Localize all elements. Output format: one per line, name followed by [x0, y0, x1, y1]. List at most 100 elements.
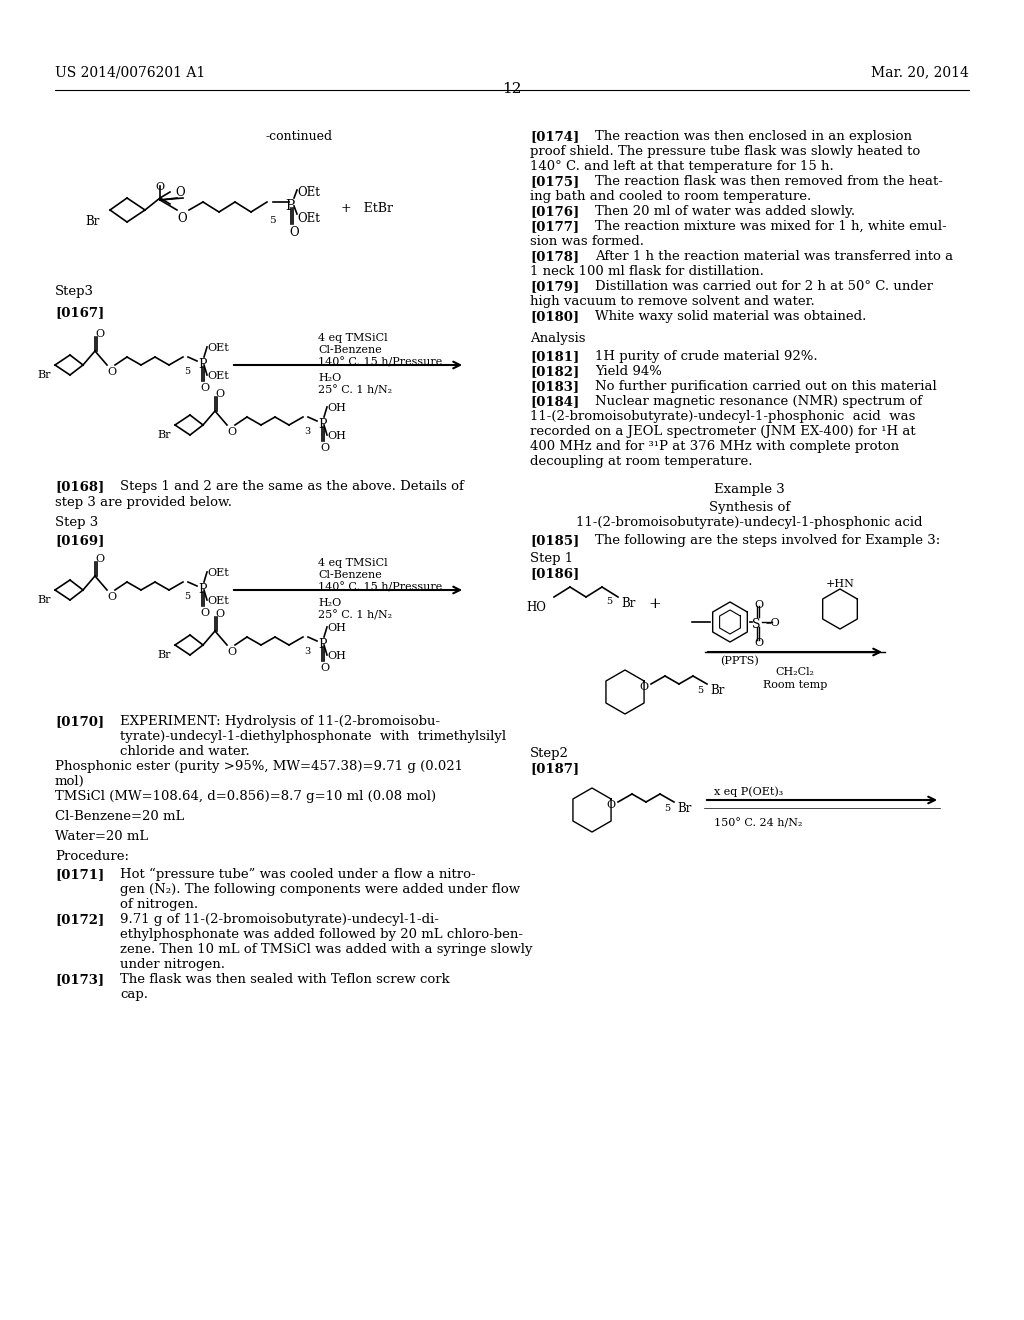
Text: Phosphonic ester (purity >95%, MW=457.38)=9.71 g (0.021: Phosphonic ester (purity >95%, MW=457.38…: [55, 760, 463, 774]
Text: Mar. 20, 2014: Mar. 20, 2014: [871, 65, 969, 79]
Text: White waxy solid material was obtained.: White waxy solid material was obtained.: [595, 310, 866, 323]
Text: +   EtBr: + EtBr: [341, 202, 393, 215]
Text: H₂O: H₂O: [318, 598, 341, 609]
Text: –O: –O: [766, 618, 780, 628]
Text: P: P: [285, 199, 294, 213]
Text: Br: Br: [157, 430, 171, 440]
Text: mol): mol): [55, 775, 85, 788]
Text: Cl-Benzene: Cl-Benzene: [318, 570, 382, 579]
Text: P: P: [198, 358, 207, 371]
Text: [0179]: [0179]: [530, 280, 580, 293]
Text: OEt: OEt: [207, 343, 228, 352]
Text: [0169]: [0169]: [55, 535, 104, 546]
Text: step 3 are provided below.: step 3 are provided below.: [55, 496, 232, 510]
Text: 140° C. 15 h/Pressure: 140° C. 15 h/Pressure: [318, 582, 442, 593]
Text: [0178]: [0178]: [530, 249, 580, 263]
Text: of nitrogen.: of nitrogen.: [120, 898, 198, 911]
Text: No further purification carried out on this material: No further purification carried out on t…: [595, 380, 937, 393]
Text: OEt: OEt: [207, 371, 228, 381]
Text: Br: Br: [37, 595, 50, 605]
Text: gen (N₂). The following components were added under flow: gen (N₂). The following components were …: [120, 883, 520, 896]
Text: The reaction flask was then removed from the heat-: The reaction flask was then removed from…: [595, 176, 943, 187]
Text: Distillation was carried out for 2 h at 50° C. under: Distillation was carried out for 2 h at …: [595, 280, 933, 293]
Text: 25° C. 1 h/N₂: 25° C. 1 h/N₂: [318, 385, 392, 396]
Text: chloride and water.: chloride and water.: [120, 744, 250, 758]
Text: OEt: OEt: [297, 186, 319, 199]
Text: Step2: Step2: [530, 747, 569, 760]
Text: After 1 h the reaction material was transferred into a: After 1 h the reaction material was tran…: [595, 249, 953, 263]
Text: Cl-Benzene: Cl-Benzene: [318, 345, 382, 355]
Text: O: O: [200, 609, 209, 618]
Text: O: O: [227, 426, 237, 437]
Text: Example 3: Example 3: [714, 483, 784, 496]
Text: O: O: [156, 182, 165, 191]
Text: Step 1: Step 1: [530, 552, 573, 565]
Text: [0174]: [0174]: [530, 129, 580, 143]
Text: Procedure:: Procedure:: [55, 850, 129, 863]
Text: cap.: cap.: [120, 987, 148, 1001]
Text: The reaction was then enclosed in an explosion: The reaction was then enclosed in an exp…: [595, 129, 912, 143]
Text: Step 3: Step 3: [55, 516, 98, 529]
Text: The reaction mixture was mixed for 1 h, white emul-: The reaction mixture was mixed for 1 h, …: [595, 220, 947, 234]
Text: 1 neck 100 ml flask for distillation.: 1 neck 100 ml flask for distillation.: [530, 265, 764, 279]
Text: +: +: [648, 597, 660, 611]
Text: 4 eq TMSiCl: 4 eq TMSiCl: [318, 333, 388, 343]
Text: proof shield. The pressure tube flask was slowly heated to: proof shield. The pressure tube flask wa…: [530, 145, 921, 158]
Text: [0167]: [0167]: [55, 306, 104, 319]
Text: O: O: [754, 601, 763, 610]
Text: The following are the steps involved for Example 3:: The following are the steps involved for…: [595, 535, 940, 546]
Text: Br: Br: [85, 215, 99, 228]
Text: 3: 3: [304, 426, 310, 436]
Text: Steps 1 and 2 are the same as the above. Details of: Steps 1 and 2 are the same as the above.…: [120, 480, 464, 492]
Text: under nitrogen.: under nitrogen.: [120, 958, 225, 972]
Text: Yield 94%: Yield 94%: [595, 366, 662, 378]
Text: 3: 3: [304, 647, 310, 656]
Text: O: O: [319, 444, 329, 453]
Text: recorded on a JEOL spectrometer (JNM EX-400) for ¹H at: recorded on a JEOL spectrometer (JNM EX-…: [530, 425, 915, 438]
Text: [0186]: [0186]: [530, 568, 580, 579]
Text: x eq P(OEt)₃: x eq P(OEt)₃: [714, 785, 783, 796]
Text: O: O: [227, 647, 237, 657]
Text: US 2014/0076201 A1: US 2014/0076201 A1: [55, 65, 205, 79]
Text: O: O: [200, 383, 209, 393]
Text: OH: OH: [327, 651, 346, 661]
Text: Water=20 mL: Water=20 mL: [55, 830, 148, 843]
Text: 12: 12: [502, 82, 522, 96]
Text: +HN: +HN: [826, 579, 855, 589]
Text: [0181]: [0181]: [530, 350, 580, 363]
Text: ing bath and cooled to room temperature.: ing bath and cooled to room temperature.: [530, 190, 811, 203]
Text: 400 MHz and for ³¹P at 376 MHz with complete proton: 400 MHz and for ³¹P at 376 MHz with comp…: [530, 440, 899, 453]
Text: OH: OH: [327, 432, 346, 441]
Text: [0185]: [0185]: [530, 535, 580, 546]
Text: 140° C. and left at that temperature for 15 h.: 140° C. and left at that temperature for…: [530, 160, 834, 173]
Text: 5: 5: [606, 597, 612, 606]
Text: 150° C. 24 h/N₂: 150° C. 24 h/N₂: [714, 818, 803, 829]
Text: -continued: -continued: [265, 129, 332, 143]
Text: Br: Br: [37, 370, 50, 380]
Text: [0172]: [0172]: [55, 913, 104, 927]
Text: 9.71 g of 11-(2-bromoisobutyrate)-undecyl-1-di-: 9.71 g of 11-(2-bromoisobutyrate)-undecy…: [120, 913, 439, 927]
Text: zene. Then 10 mL of TMSiCl was added with a syringe slowly: zene. Then 10 mL of TMSiCl was added wit…: [120, 942, 532, 956]
Text: sion was formed.: sion was formed.: [530, 235, 644, 248]
Text: [0176]: [0176]: [530, 205, 580, 218]
Text: HO: HO: [526, 601, 546, 614]
Text: S: S: [752, 618, 761, 631]
Text: O: O: [215, 389, 224, 399]
Text: Then 20 ml of water was added slowly.: Then 20 ml of water was added slowly.: [595, 205, 855, 218]
Text: Hot “pressure tube” was cooled under a flow a nitro-: Hot “pressure tube” was cooled under a f…: [120, 869, 475, 882]
Text: [0170]: [0170]: [55, 715, 104, 729]
Text: O: O: [639, 682, 648, 692]
Text: Br: Br: [677, 803, 691, 814]
Text: O: O: [289, 226, 299, 239]
Text: O: O: [175, 186, 184, 198]
Text: O: O: [95, 329, 104, 339]
Text: OEt: OEt: [207, 597, 228, 606]
Text: OEt: OEt: [207, 568, 228, 578]
Text: O: O: [177, 213, 186, 224]
Text: 1H purity of crude material 92%.: 1H purity of crude material 92%.: [595, 350, 817, 363]
Text: O: O: [95, 554, 104, 564]
Text: [0173]: [0173]: [55, 973, 104, 986]
Text: O: O: [106, 367, 116, 378]
Text: P: P: [318, 638, 327, 651]
Text: Room temp: Room temp: [763, 680, 827, 690]
